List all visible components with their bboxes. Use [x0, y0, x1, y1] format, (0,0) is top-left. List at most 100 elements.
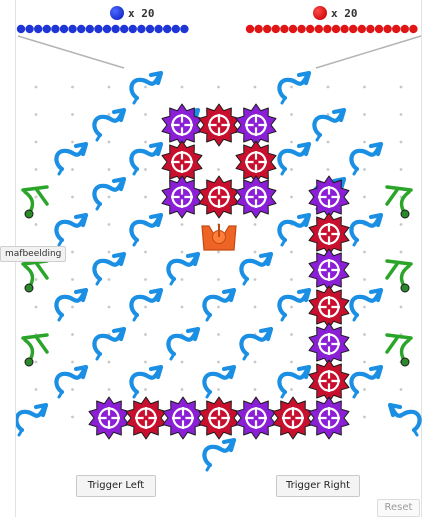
ramp-icon[interactable]: [239, 326, 274, 361]
peg: [253, 250, 257, 254]
ramp-icon[interactable]: [129, 70, 164, 105]
gear-bit-icon[interactable]: [198, 175, 240, 219]
peg: [71, 113, 74, 116]
peg: [217, 85, 220, 89]
red-ball: [366, 24, 375, 34]
ramp-icon[interactable]: [166, 251, 201, 286]
ramp-icon[interactable]: [54, 141, 89, 176]
ramp-icon[interactable]: [92, 251, 127, 286]
peg: [144, 278, 147, 281]
gear-bit-icon[interactable]: [308, 212, 350, 256]
gear-bit-icon[interactable]: [308, 396, 350, 440]
ramp-icon[interactable]: [202, 287, 237, 322]
peg: [107, 168, 111, 171]
ramp-icon[interactable]: [16, 402, 49, 437]
crossover-icon[interactable]: [21, 185, 49, 219]
peg: [290, 195, 293, 199]
ramp-icon[interactable]: [277, 212, 312, 247]
peg: [253, 305, 257, 309]
ramp-icon[interactable]: [92, 107, 127, 142]
gear-bit-icon[interactable]: [162, 396, 204, 440]
ramp-icon[interactable]: [349, 212, 384, 247]
peg: [399, 168, 403, 171]
ramp-icon[interactable]: [129, 212, 164, 247]
blue-ball: [94, 24, 103, 34]
bit-icon[interactable]: [201, 224, 237, 251]
gear-bit-icon[interactable]: [88, 396, 130, 440]
ramp-icon[interactable]: [387, 402, 422, 437]
ramp-icon[interactable]: [92, 326, 127, 361]
gear-bit-icon[interactable]: [235, 175, 277, 219]
gear-bit-icon[interactable]: [308, 248, 350, 292]
reset-button[interactable]: Reset: [377, 499, 420, 517]
peg: [363, 360, 366, 364]
ramp-icon[interactable]: [54, 212, 89, 247]
ramp-icon[interactable]: [312, 107, 347, 142]
trigger-right-button[interactable]: Trigger Right: [276, 475, 360, 497]
peg: [290, 388, 293, 391]
ramp-icon[interactable]: [54, 364, 89, 399]
ramp-icon[interactable]: [54, 287, 89, 322]
gear-bit-icon[interactable]: [308, 322, 350, 366]
crossover-icon[interactable]: [385, 333, 413, 367]
gear-bit-icon[interactable]: [161, 140, 203, 184]
gear-bit-icon[interactable]: [308, 175, 350, 219]
ramp-icon[interactable]: [349, 364, 384, 399]
peg: [326, 85, 330, 89]
ramp-icon[interactable]: [129, 287, 164, 322]
gear-bit-icon[interactable]: [308, 359, 350, 403]
peg: [71, 168, 74, 171]
gear-bit-icon[interactable]: [235, 103, 277, 147]
ramp-icon[interactable]: [166, 326, 201, 361]
peg: [107, 223, 111, 226]
ramp-icon[interactable]: [277, 141, 312, 176]
gear-bit-icon[interactable]: [161, 103, 203, 147]
crossover-icon[interactable]: [385, 259, 413, 293]
ramp-icon[interactable]: [277, 287, 312, 322]
ramp-icon[interactable]: [129, 364, 164, 399]
peg: [144, 305, 147, 309]
gear-bit-icon[interactable]: [308, 285, 350, 329]
peg: [363, 195, 366, 199]
red-ball: [306, 24, 315, 34]
peg: [217, 305, 220, 309]
crossover-icon[interactable]: [21, 259, 49, 293]
peg: [144, 333, 147, 336]
ramp-icon[interactable]: [92, 176, 127, 211]
peg: [326, 168, 330, 171]
ramp-icon[interactable]: [202, 364, 237, 399]
gear-bit-icon[interactable]: [161, 175, 203, 219]
peg: [107, 250, 111, 254]
peg: [107, 195, 111, 199]
gear-bit-icon[interactable]: [198, 103, 240, 147]
peg: [180, 85, 184, 89]
peg: [363, 168, 366, 171]
blue-ball: [68, 24, 77, 34]
ramp-icon[interactable]: [277, 70, 312, 105]
gear-bit-icon[interactable]: [272, 396, 314, 440]
gear-bit-icon[interactable]: [198, 396, 240, 440]
ramp-icon[interactable]: [129, 141, 164, 176]
peg: [217, 278, 220, 281]
crossover-icon[interactable]: [21, 333, 49, 367]
ramp-icon[interactable]: [277, 364, 312, 399]
ramp-icon[interactable]: [202, 437, 237, 472]
red-ball-reserve: [245, 24, 418, 34]
peg: [144, 168, 147, 171]
ramp-icon[interactable]: [349, 287, 384, 322]
right-funnel-line: [315, 35, 422, 69]
gear-bit-icon[interactable]: [235, 396, 277, 440]
ramp-icon[interactable]: [349, 141, 384, 176]
peg: [144, 85, 147, 89]
crossover-icon[interactable]: [385, 185, 413, 219]
gear-bit-icon[interactable]: [125, 396, 167, 440]
gear-bit-icon[interactable]: [235, 140, 277, 184]
peg: [290, 333, 293, 336]
blue-ball: [137, 24, 146, 34]
game-board: x 20 x 20: [15, 0, 422, 517]
ramp-icon[interactable]: [239, 251, 274, 286]
trigger-left-button[interactable]: Trigger Left: [76, 475, 156, 497]
peg: [290, 278, 293, 281]
red-ball: [271, 24, 280, 34]
peg: [326, 140, 330, 144]
